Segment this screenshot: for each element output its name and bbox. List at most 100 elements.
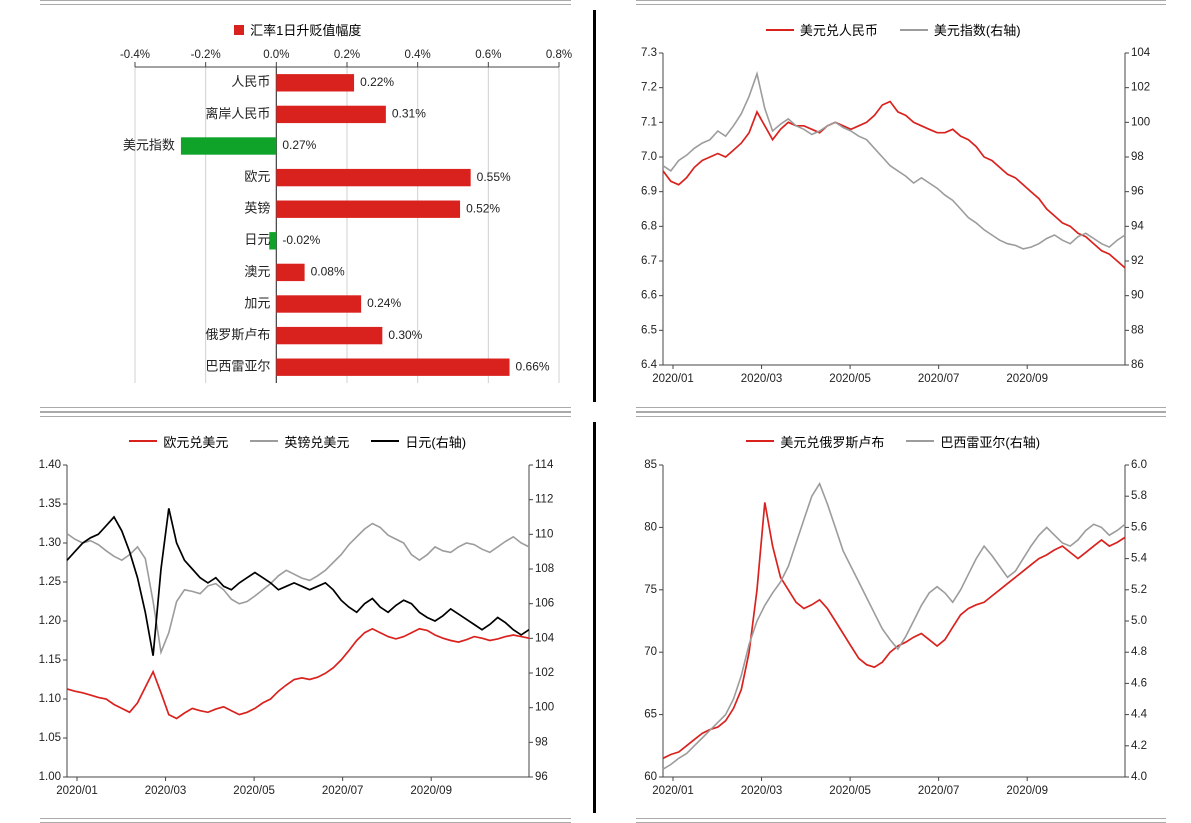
svg-text:4.0: 4.0 — [1131, 771, 1147, 783]
svg-text:4.2: 4.2 — [1131, 739, 1147, 751]
svg-text:7.0: 7.0 — [641, 151, 657, 163]
svg-text:88: 88 — [1131, 324, 1144, 336]
legend-p1: 汇率1日升贬值幅度 — [25, 20, 571, 39]
legend-label: 日元(右轴) — [405, 432, 466, 451]
svg-text:美元指数: 美元指数 — [123, 137, 175, 152]
legend-label-p1: 汇率1日升贬值幅度 — [250, 20, 361, 39]
svg-text:2020/07: 2020/07 — [322, 785, 364, 797]
svg-text:欧元: 欧元 — [244, 169, 270, 184]
legend-item: 英镑兑美元 — [250, 432, 349, 451]
svg-text:-0.2%: -0.2% — [191, 49, 221, 61]
svg-text:巴西雷亚尔: 巴西雷亚尔 — [205, 359, 270, 374]
svg-text:2020/07: 2020/07 — [917, 373, 959, 385]
svg-text:1.35: 1.35 — [39, 498, 61, 510]
legend-p3: 欧元兑美元 英镑兑美元 日元(右轴) — [25, 432, 571, 451]
svg-text:7.3: 7.3 — [641, 47, 657, 59]
svg-text:104: 104 — [1131, 47, 1151, 59]
svg-text:0.4%: 0.4% — [405, 49, 431, 61]
svg-text:6.7: 6.7 — [641, 255, 657, 267]
svg-text:4.6: 4.6 — [1131, 677, 1147, 689]
svg-text:6.9: 6.9 — [641, 186, 657, 198]
svg-text:2020/05: 2020/05 — [829, 373, 871, 385]
panel-eur-gbp-jpy: 欧元兑美元英镑兑美元日元(右轴) 1.001.051.101.151.201.2… — [0, 412, 596, 823]
svg-text:6.5: 6.5 — [641, 324, 657, 336]
legend-label: 欧元兑美元 — [163, 432, 228, 451]
legend-swatch-line — [766, 29, 794, 31]
svg-text:2020/09: 2020/09 — [1006, 785, 1048, 797]
svg-text:2020/03: 2020/03 — [740, 785, 782, 797]
svg-text:5.4: 5.4 — [1131, 552, 1148, 564]
svg-text:6.8: 6.8 — [641, 220, 657, 232]
svg-text:110: 110 — [535, 528, 553, 540]
svg-text:92: 92 — [1131, 255, 1144, 267]
panel-fx-change: 汇率1日升贬值幅度 -0.4%-0.2%0.0%0.2%0.4%0.6%0.8%… — [0, 0, 596, 412]
svg-text:70: 70 — [644, 646, 657, 658]
svg-text:60: 60 — [644, 771, 657, 783]
svg-text:2020/09: 2020/09 — [1006, 373, 1048, 385]
svg-text:1.05: 1.05 — [39, 732, 61, 744]
svg-text:86: 86 — [1131, 359, 1144, 371]
svg-text:1.10: 1.10 — [39, 693, 61, 705]
svg-text:6.4: 6.4 — [641, 359, 658, 371]
svg-text:俄罗斯卢布: 俄罗斯卢布 — [205, 327, 270, 342]
legend-swatch-line — [129, 440, 157, 442]
svg-text:日元: 日元 — [244, 232, 270, 247]
svg-text:7.2: 7.2 — [641, 82, 657, 94]
svg-text:0.55%: 0.55% — [477, 170, 511, 184]
svg-text:1.00: 1.00 — [39, 771, 61, 783]
legend-swatch-p1 — [234, 25, 244, 35]
svg-text:4.4: 4.4 — [1131, 708, 1148, 720]
svg-text:0.24%: 0.24% — [367, 296, 401, 310]
chart-rub-brl: 6065707580854.04.24.44.64.85.05.25.45.65… — [621, 459, 1167, 801]
svg-text:85: 85 — [644, 459, 657, 471]
svg-text:-0.02%: -0.02% — [282, 233, 320, 247]
chart-usdcny: 6.46.56.66.76.86.97.07.17.27.38688909294… — [621, 47, 1167, 389]
legend-item: 日元(右轴) — [371, 432, 466, 451]
svg-text:2020/01: 2020/01 — [652, 373, 694, 385]
svg-text:0.0%: 0.0% — [263, 49, 289, 61]
svg-text:0.52%: 0.52% — [466, 201, 500, 215]
svg-text:2020/01: 2020/01 — [652, 785, 694, 797]
svg-text:102: 102 — [535, 667, 554, 679]
svg-text:0.08%: 0.08% — [311, 265, 345, 279]
svg-text:1.25: 1.25 — [39, 576, 61, 588]
chart-bar: -0.4%-0.2%0.0%0.2%0.4%0.6%0.8%人民币0.22%离岸… — [25, 47, 571, 389]
legend-item: 欧元兑美元 — [129, 432, 228, 451]
svg-text:0.2%: 0.2% — [334, 49, 360, 61]
svg-text:2020/07: 2020/07 — [917, 785, 959, 797]
svg-text:112: 112 — [535, 493, 553, 505]
svg-text:2020/05: 2020/05 — [233, 785, 275, 797]
legend-item: 美元兑俄罗斯卢布 — [746, 432, 884, 451]
legend-item: 美元兑人民币 — [766, 20, 878, 39]
svg-text:0.66%: 0.66% — [516, 359, 550, 373]
svg-text:104: 104 — [535, 632, 555, 644]
svg-text:6.0: 6.0 — [1131, 459, 1147, 471]
svg-text:90: 90 — [1131, 290, 1144, 302]
svg-text:2020/05: 2020/05 — [829, 785, 871, 797]
svg-text:106: 106 — [535, 597, 554, 609]
svg-text:0.30%: 0.30% — [388, 328, 422, 342]
svg-text:5.0: 5.0 — [1131, 615, 1147, 627]
chart-eur-gbp-jpy: 1.001.051.101.151.201.251.301.351.409698… — [25, 459, 571, 801]
svg-text:114: 114 — [535, 459, 554, 471]
legend-swatch-line — [900, 29, 928, 31]
svg-text:1.40: 1.40 — [39, 459, 61, 471]
svg-text:100: 100 — [1131, 116, 1150, 128]
svg-text:5.2: 5.2 — [1131, 583, 1147, 595]
svg-text:0.31%: 0.31% — [392, 107, 426, 121]
svg-text:96: 96 — [1131, 186, 1144, 198]
svg-text:1.20: 1.20 — [39, 615, 61, 627]
svg-text:80: 80 — [644, 521, 657, 533]
legend-item: 巴西雷亚尔(右轴) — [906, 432, 1040, 451]
svg-text:1.30: 1.30 — [39, 537, 61, 549]
svg-text:离岸人民币: 离岸人民币 — [205, 106, 270, 121]
svg-text:加元: 加元 — [244, 295, 270, 310]
panel-rub-brl: 美元兑俄罗斯卢布巴西雷亚尔(右轴) 6065707580854.04.24.44… — [596, 412, 1191, 823]
svg-text:0.6%: 0.6% — [475, 49, 501, 61]
legend-label: 美元兑俄罗斯卢布 — [780, 432, 884, 451]
svg-text:6.6: 6.6 — [641, 290, 657, 302]
svg-text:98: 98 — [1131, 151, 1144, 163]
svg-text:98: 98 — [535, 736, 548, 748]
legend-p4: 美元兑俄罗斯卢布 巴西雷亚尔(右轴) — [621, 432, 1167, 451]
svg-text:4.8: 4.8 — [1131, 646, 1147, 658]
